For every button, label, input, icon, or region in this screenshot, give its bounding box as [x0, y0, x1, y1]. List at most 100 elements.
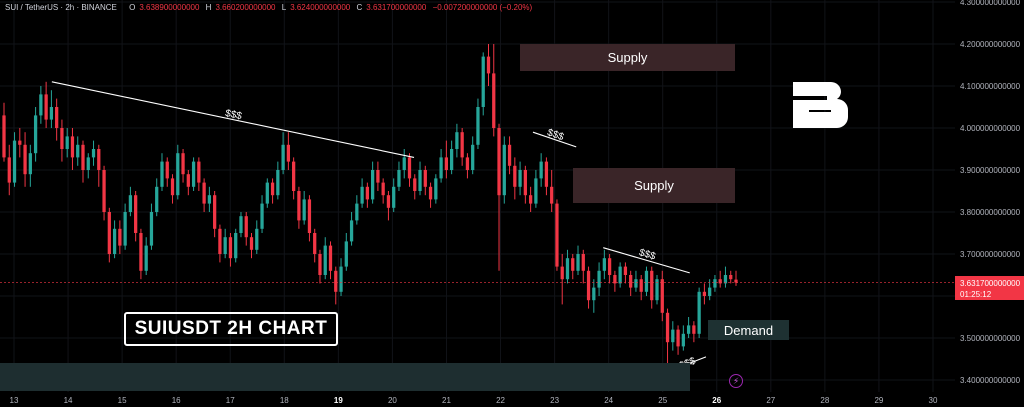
- symbol-header: SUI / TetherUS · 2h · BINANCE O 3.6389000…: [5, 3, 536, 12]
- price-tick-label: 3.400000000000: [960, 376, 1021, 385]
- candle-body: [513, 165, 517, 187]
- supply-zone-middle[interactable]: Supply: [573, 168, 735, 203]
- price-tick-label: 4.100000000000: [960, 82, 1021, 91]
- time-tick-label: 15: [118, 396, 127, 405]
- candle-body: [265, 182, 269, 204]
- candle-body: [260, 203, 264, 229]
- liquidity-label: $$$: [224, 108, 243, 122]
- candle-body: [102, 170, 106, 212]
- bar-countdown: 01:25:12: [960, 290, 992, 299]
- candle-body: [671, 329, 675, 343]
- candle-body: [507, 144, 512, 166]
- candle-body: [734, 279, 738, 283]
- candle-body: [629, 275, 633, 288]
- last-price-tag: 3.631700000000 01:25:12: [955, 276, 1024, 300]
- candle-body: [213, 195, 217, 229]
- candle-body: [23, 144, 27, 175]
- time-tick-label: 28: [820, 396, 829, 405]
- candle-body: [234, 233, 238, 259]
- candle-body: [528, 195, 533, 204]
- demand-zone[interactable]: Demand: [708, 320, 789, 340]
- time-tick-label: 13: [10, 396, 19, 405]
- candle-body: [481, 56, 485, 107]
- time-tick-label: 30: [929, 396, 938, 405]
- candle-body: [723, 275, 728, 284]
- candle-body: [423, 170, 427, 187]
- candle-body: [365, 186, 369, 200]
- candle-body: [176, 153, 180, 196]
- candle-body: [697, 291, 701, 334]
- time-tick-label: 18: [280, 396, 289, 405]
- candle-body: [439, 157, 443, 179]
- candle-body: [165, 161, 169, 179]
- candle-body: [555, 203, 559, 267]
- candle-body: [465, 157, 470, 170]
- candle-body: [686, 325, 691, 334]
- candle-body: [449, 149, 454, 170]
- candle-body: [2, 115, 6, 158]
- candles: [2, 44, 738, 368]
- close-value: 3.631700000000: [366, 3, 427, 12]
- candle-body: [65, 136, 69, 149]
- candle-body: [328, 245, 333, 271]
- candle-body: [460, 132, 464, 158]
- candle-body: [286, 144, 291, 162]
- candle-body: [239, 216, 243, 233]
- price-axis[interactable]: 4.300000000000 4.200000000000 4.1000000000…: [960, 0, 1021, 385]
- candle-body: [202, 182, 206, 204]
- price-tick-label: 4.200000000000: [960, 40, 1021, 49]
- candle-body: [407, 157, 412, 179]
- candle-body: [718, 279, 722, 284]
- price-tick-label: 3.700000000000: [960, 250, 1021, 259]
- low-label: L: [281, 3, 287, 12]
- candle-body: [12, 140, 17, 183]
- time-axis[interactable]: 13 14 15 16 17 18 19 20 21 22 23 24 25 26 27 28 29 30: [10, 396, 938, 405]
- candle-body: [255, 228, 259, 250]
- candle-body: [197, 161, 201, 183]
- candle-body: [681, 333, 685, 347]
- candle-body: [402, 157, 406, 170]
- supply-top-label: Supply: [607, 50, 648, 65]
- candle-body: [360, 186, 364, 204]
- candle-body: [76, 144, 80, 158]
- candle-body: [665, 312, 670, 343]
- candle-body: [297, 191, 301, 221]
- time-tick-label: 23: [550, 396, 559, 405]
- change-value: −0.007200000000 (−0.20%): [432, 3, 533, 12]
- candle-body: [91, 149, 96, 158]
- candle-body: [434, 178, 438, 200]
- candle-body: [692, 325, 696, 334]
- candle-body: [292, 161, 296, 191]
- price-tick-label: 3.800000000000: [960, 208, 1021, 217]
- candle-body: [544, 161, 549, 187]
- liquidity-zone-bottom[interactable]: [0, 363, 690, 391]
- candle-body: [107, 212, 111, 254]
- candle-body: [586, 270, 591, 301]
- candle-body: [270, 182, 275, 196]
- candle-body: [334, 270, 338, 292]
- liquidity-label: $$$: [638, 247, 658, 262]
- candle-body: [249, 237, 254, 250]
- candle-body: [228, 237, 233, 259]
- candle-body: [144, 245, 148, 271]
- candle-body: [708, 287, 712, 296]
- candle-body: [276, 170, 280, 196]
- candle-body: [660, 279, 664, 313]
- time-tick-label: 19: [334, 396, 343, 405]
- candle-body: [634, 279, 638, 288]
- candle-body: [618, 266, 622, 284]
- candle-body: [534, 178, 538, 204]
- lightning-icon[interactable]: ⚡: [729, 374, 743, 388]
- candle-body: [139, 233, 143, 271]
- symbol-name[interactable]: SUI / TetherUS · 2h · BINANCE: [5, 3, 117, 12]
- candle-body: [592, 287, 596, 301]
- candle-body: [281, 144, 285, 170]
- candle-body: [418, 170, 422, 191]
- liquidity-label: $$$: [546, 127, 566, 143]
- time-tick-label: 17: [226, 396, 235, 405]
- candle-body: [639, 279, 643, 292]
- candle-body: [128, 195, 133, 212]
- candle-body: [702, 291, 707, 296]
- supply-zone-top[interactable]: Supply: [520, 44, 735, 71]
